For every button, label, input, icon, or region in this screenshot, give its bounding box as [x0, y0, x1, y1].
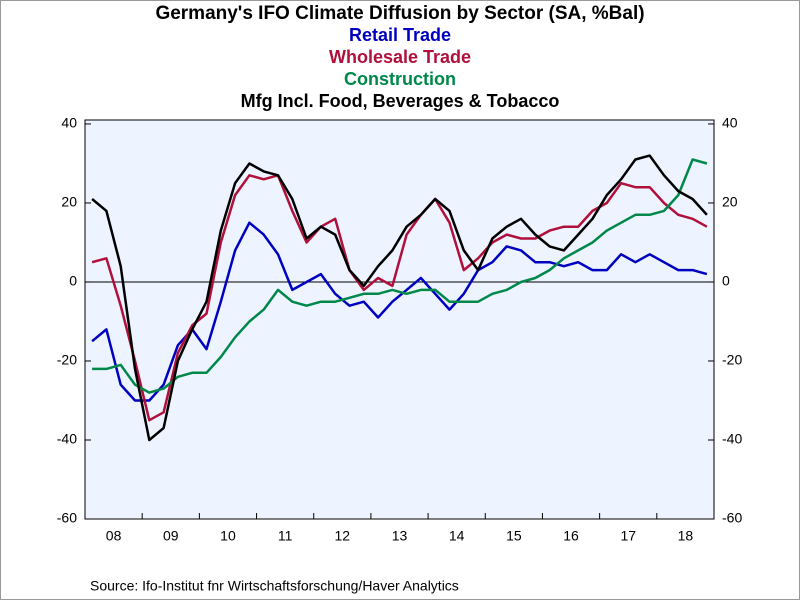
y-tick-label: 40: [61, 115, 77, 131]
y2-tick-label: 20: [722, 194, 738, 210]
y2-tick-label: 40: [722, 115, 738, 131]
x-tick-label: 08: [106, 528, 122, 544]
x-tick-label: 15: [506, 528, 522, 544]
plot-area: [84, 119, 715, 520]
y2-tick-label: -60: [722, 510, 742, 526]
series-line: [92, 158, 708, 394]
x-tick-label: 12: [335, 528, 351, 544]
y-tick-label: 20: [61, 194, 77, 210]
source: Source: Ifo-Institut fnr Wirtschaftsfors…: [90, 578, 459, 594]
legend-entry: Retail Trade: [349, 25, 451, 45]
y-tick-label: -60: [57, 510, 77, 526]
x-tick-label: 09: [163, 528, 179, 544]
x-tick-label: 16: [563, 528, 579, 544]
x-tick-label: 17: [620, 528, 636, 544]
y-tick-label: -40: [57, 431, 77, 447]
x-tick-label: 18: [678, 528, 694, 544]
y2-tick-label: -20: [722, 352, 742, 368]
x-tick-label: 11: [278, 528, 293, 544]
y-tick-label: -20: [57, 352, 77, 368]
y2-tick-label: -40: [722, 431, 742, 447]
series-line: [91, 154, 708, 442]
chart-title: Germany's IFO Climate Diffusion by Secto…: [155, 3, 644, 24]
legend-entry: Mfg Incl. Food, Beverages & Tobacco: [241, 91, 560, 111]
legend-entry: Wholesale Trade: [329, 47, 471, 67]
x-tick-label: 13: [392, 528, 408, 544]
x-tick-label: 10: [220, 528, 236, 544]
series-line: [91, 221, 708, 402]
y2-tick-label: 0: [722, 273, 730, 289]
y-tick-label: 0: [69, 273, 77, 289]
x-tick-label: 14: [449, 528, 465, 544]
legend-entry: Construction: [344, 69, 456, 89]
